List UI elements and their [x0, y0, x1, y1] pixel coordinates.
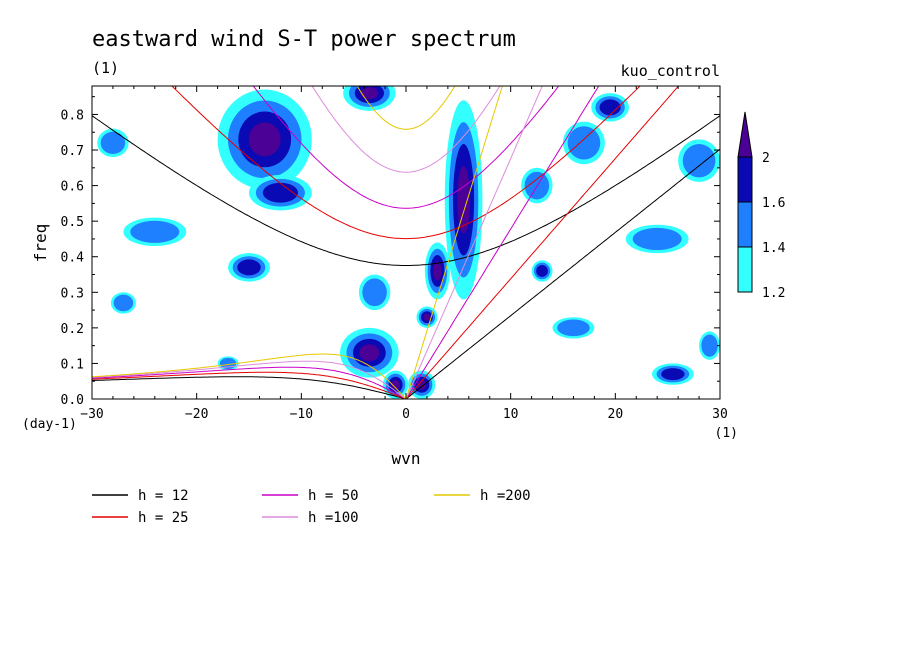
curve-kelvin-h200	[405, 86, 503, 399]
power-patch-18-level-2	[661, 368, 685, 381]
power-patch-0-level-3	[248, 122, 281, 157]
dispersion-curves	[92, 86, 720, 399]
y-axis: 0.0 0.1 0.2 0.3 0.4 0.5 0.6 0.7 0.8	[61, 96, 720, 408]
power-patch-13-level-2	[599, 99, 621, 116]
power-patch-11-level-1	[130, 220, 180, 243]
y-tick-label: 0.0	[61, 393, 84, 408]
curve-gravity-h12	[92, 115, 720, 266]
curve-rossby-h100	[92, 360, 407, 399]
power-patch-17-level-1	[557, 319, 590, 337]
power-patch-15-level-1	[632, 227, 682, 251]
legend-label: h = 25	[138, 510, 189, 526]
power-patch-6-level-3	[359, 344, 380, 362]
power-patch-14-level-1	[682, 144, 716, 178]
y-tick-label: 0.3	[61, 286, 84, 301]
x-tick-label: 30	[712, 407, 728, 422]
colorbar-segment	[737, 246, 753, 293]
power-patch-19-level-1	[100, 131, 126, 155]
legend-label: h = 12	[138, 488, 189, 504]
x-tick-label: 10	[503, 407, 519, 422]
power-patch-4-level-3	[433, 261, 442, 281]
power-patch-3-level-3	[457, 165, 470, 234]
x-axis: −30 −20 −10 0 10 20 30	[80, 86, 728, 422]
power-patch-7-level-3	[391, 379, 400, 390]
y-unit-label: (day-1)	[22, 417, 77, 432]
power-patch-16-level-2	[536, 264, 548, 277]
power-patch-9-level-1	[362, 278, 387, 307]
curve-kelvin-h50	[405, 86, 600, 399]
x-tick-label: 0	[402, 407, 410, 422]
legend-label: h = 50	[308, 488, 359, 504]
x-axis-label: wvn	[392, 449, 421, 468]
chart-title: eastward wind S-T power spectrum	[92, 27, 516, 52]
curve-rossby-h12	[92, 376, 407, 399]
power-patch-10-level-2	[237, 259, 261, 276]
experiment-label: kuo_control	[621, 62, 720, 80]
curve-rossby-h50	[92, 366, 407, 399]
legend-label: h =200	[480, 488, 531, 504]
y-tick-label: 0.7	[61, 144, 84, 159]
y-tick-label: 0.1	[61, 357, 84, 372]
power-patch-12-level-1	[567, 126, 601, 160]
colorbar-label: 1.4	[762, 241, 786, 256]
legend-label: h =100	[308, 510, 359, 526]
x-tick-label: 20	[608, 407, 624, 422]
power-patch-23-level-1	[113, 294, 134, 312]
x-tick-label: −20	[185, 407, 208, 422]
y-tick-label: 0.2	[61, 322, 84, 337]
colorbar-top-arrow	[737, 111, 753, 158]
x-tick-label: −30	[80, 407, 103, 422]
y-axis-label: freq	[31, 224, 50, 263]
colorbar-segment	[737, 201, 753, 248]
curve-gravity-h100	[311, 86, 501, 173]
power-patch-22-level-1	[701, 334, 718, 357]
curve-rossby-h200	[92, 353, 407, 399]
x-tick-label: −10	[290, 407, 313, 422]
colorbar-label: 1.6	[762, 196, 785, 211]
x-unit-label: (1)	[715, 426, 738, 441]
power-patch-8-level-3	[417, 379, 427, 390]
y-tick-label: 0.8	[61, 108, 84, 123]
curve-kelvin-h12	[405, 148, 720, 399]
power-patch-2-level-3	[360, 87, 379, 100]
colorbar-label: 1.2	[762, 286, 785, 301]
legend: h = 12 h = 25 h = 50 h =100 h =200	[92, 488, 531, 526]
curve-rossby-h25	[92, 371, 407, 399]
chart-subtitle: (1)	[92, 59, 119, 77]
curve-kelvin-h25	[405, 86, 680, 399]
curve-gravity-h25	[171, 86, 641, 240]
colorbar: 2 1.6 1.4 1.2	[737, 111, 786, 301]
colorbar-segment	[737, 156, 753, 203]
spectrum-field	[97, 86, 720, 399]
curve-gravity-h50	[252, 86, 560, 209]
power-patch-5-level-3	[423, 313, 431, 321]
plot-frame	[91, 85, 721, 400]
power-patch-1-level-2	[262, 182, 298, 203]
colorbar-label: 2	[762, 151, 770, 166]
curve-kelvin-h100	[405, 86, 543, 399]
y-tick-label: 0.6	[61, 180, 84, 195]
y-tick-label: 0.5	[61, 215, 84, 230]
y-tick-label: 0.4	[61, 251, 85, 266]
curve-gravity-h200	[356, 86, 456, 130]
